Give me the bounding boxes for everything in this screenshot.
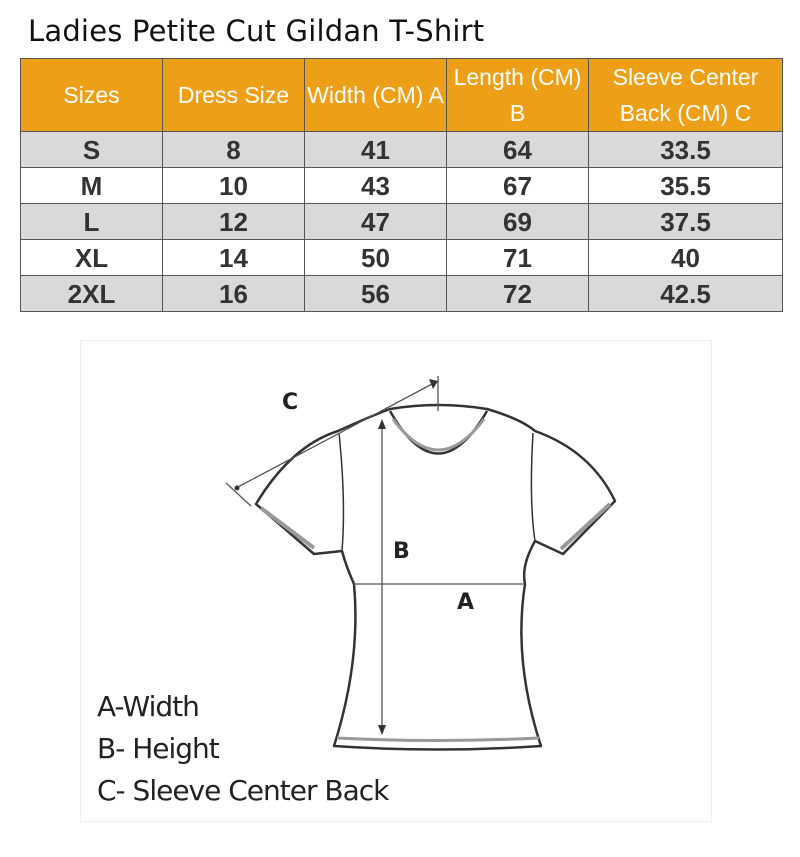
table-cell: 41 — [304, 131, 447, 168]
diagram-legend: A-Width B- Height C- Sleeve Center Back — [97, 686, 389, 812]
size-table: Sizes Dress Size Width (CM) A Length (CM… — [20, 58, 783, 312]
label-a: A — [457, 590, 474, 615]
table-cell: 64 — [446, 131, 589, 168]
table-cell: M — [20, 167, 163, 204]
table-cell: 12 — [162, 203, 305, 240]
table-cell: 40 — [588, 239, 783, 276]
table-row: S 8 41 64 33.5 — [20, 131, 783, 168]
table-cell: S — [20, 131, 163, 168]
table-row: M 10 43 67 35.5 — [20, 167, 783, 204]
table-cell: 56 — [304, 275, 447, 312]
header-sizes: Sizes — [20, 58, 163, 132]
table-row: 2XL 16 56 72 42.5 — [20, 275, 783, 312]
tshirt-outline — [254, 403, 617, 751]
tshirt-diagram: C B A A-Width B- Height C- Sleeve Center… — [80, 340, 712, 822]
measure-c-line — [235, 382, 435, 489]
tshirt-illustration: C B A — [225, 376, 617, 751]
table-cell: 8 — [162, 131, 305, 168]
table-cell: 47 — [304, 203, 447, 240]
label-c: C — [282, 390, 298, 415]
table-cell: 10 — [162, 167, 305, 204]
table-cell: 69 — [446, 203, 589, 240]
table-cell: 67 — [446, 167, 589, 204]
table-cell: XL — [20, 239, 163, 276]
table-header-row: Sizes Dress Size Width (CM) A Length (CM… — [20, 58, 783, 132]
table-cell: 42.5 — [588, 275, 783, 312]
table-cell: 43 — [304, 167, 447, 204]
header-sleeve: Sleeve Center Back (CM) C — [588, 58, 783, 132]
table-cell: 33.5 — [588, 131, 783, 168]
table-cell: 37.5 — [588, 203, 783, 240]
table-cell: 72 — [446, 275, 589, 312]
legend-a: A-Width — [97, 690, 200, 723]
legend-b: B- Height — [97, 732, 220, 765]
header-dress-size: Dress Size — [162, 58, 305, 132]
table-cell: 35.5 — [588, 167, 783, 204]
table-cell: 71 — [446, 239, 589, 276]
table-cell: 50 — [304, 239, 447, 276]
table-cell: 2XL — [20, 275, 163, 312]
header-width: Width (CM) A — [304, 58, 447, 132]
page-title: Ladies Petite Cut Gildan T-Shirt — [28, 14, 485, 48]
table-row: XL 14 50 71 40 — [20, 239, 783, 276]
table-cell: L — [20, 203, 163, 240]
table-cell: 16 — [162, 275, 305, 312]
table-cell: 14 — [162, 239, 305, 276]
legend-c: C- Sleeve Center Back — [97, 774, 389, 807]
table-row: L 12 47 69 37.5 — [20, 203, 783, 240]
label-b: B — [393, 539, 410, 564]
header-length: Length (CM) B — [446, 58, 589, 132]
